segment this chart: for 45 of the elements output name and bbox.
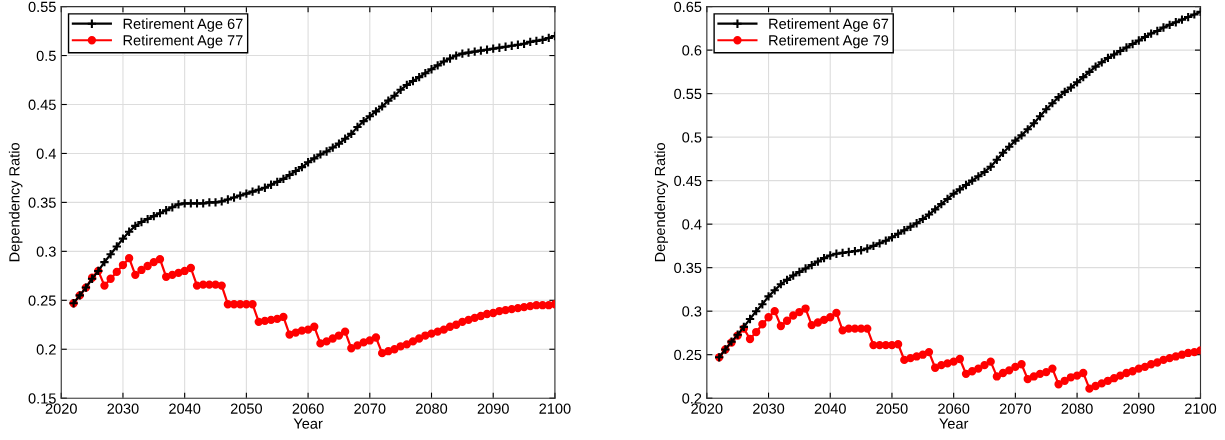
x-tick-label: 2090 [477, 403, 509, 414]
x-tick-label: 2070 [999, 403, 1032, 414]
y-tick-label: 0.25 [28, 295, 56, 306]
y-tick-label: 0.15 [28, 393, 56, 404]
y-tick-label: 0.2 [36, 344, 56, 355]
y-tick-label: 0.55 [674, 88, 702, 100]
y-tick-label: 0.45 [28, 99, 56, 110]
x-tick-label: 2100 [1185, 403, 1217, 414]
legend-label: Retirement Age 67 [769, 18, 889, 32]
legend-label: Retirement Age 79 [769, 34, 889, 49]
y-tick-label: 0.3 [682, 306, 702, 317]
y-tick-label: 0.65 [674, 1, 702, 13]
y-tick-label: 0.35 [674, 262, 702, 274]
x-tick-label: 2020 [691, 403, 723, 414]
x-axis-title: Year [293, 418, 323, 429]
y-tick-label: 0.5 [682, 132, 702, 143]
y-tick-label: 0.25 [674, 349, 702, 361]
y-axis-title: Dependency Ratio [654, 143, 669, 262]
x-tick-label: 2050 [876, 403, 908, 414]
legend-label: Retirement Age 77 [123, 34, 243, 49]
x-tick-label: 2080 [416, 403, 448, 414]
y-tick-label: 0.4 [36, 148, 56, 159]
y-tick-label: 0.35 [28, 197, 56, 208]
y-axis-title: Dependency Ratio [8, 143, 23, 262]
x-tick-label: 2050 [230, 403, 263, 414]
x-tick-label: 2040 [169, 403, 201, 414]
x-tick-label: 2070 [354, 403, 386, 414]
x-tick-label: 2040 [814, 403, 846, 414]
y-tick-label: 0.55 [28, 1, 56, 13]
legend-label: Retirement Age 67 [123, 18, 243, 32]
y-tick-label: 0.3 [36, 246, 56, 257]
y-tick-label: 0.4 [682, 219, 702, 230]
x-tick-label: 2060 [938, 403, 970, 414]
x-tick-label: 2020 [45, 403, 77, 414]
y-tick-label: 0.5 [36, 50, 56, 61]
y-tick-label: 0.6 [682, 45, 702, 56]
x-tick-label: 2100 [539, 403, 571, 414]
y-tick-label: 0.45 [674, 175, 702, 187]
x-tick-label: 2030 [107, 403, 139, 414]
x-tick-label: 2060 [292, 403, 324, 414]
x-axis-title: Year [939, 418, 969, 429]
x-tick-label: 2090 [1123, 403, 1155, 414]
x-tick-label: 2030 [753, 403, 785, 414]
y-tick-label: 0.2 [682, 393, 702, 404]
x-tick-label: 2080 [1061, 403, 1093, 414]
